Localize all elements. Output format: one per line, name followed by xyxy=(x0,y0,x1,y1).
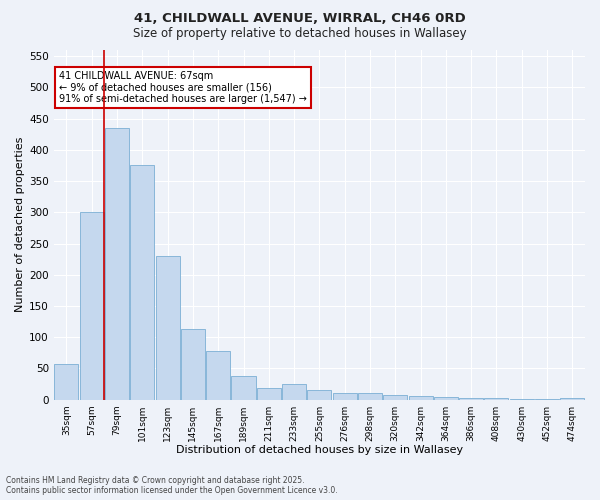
Bar xyxy=(332,394,357,400)
X-axis label: Distribution of detached houses by size in Wallasey: Distribution of detached houses by size … xyxy=(176,445,463,455)
Bar xyxy=(130,166,154,400)
Bar xyxy=(181,329,205,400)
Y-axis label: Number of detached properties: Number of detached properties xyxy=(15,137,25,312)
Bar xyxy=(307,390,331,400)
Bar xyxy=(232,376,256,400)
Bar xyxy=(484,398,508,400)
Text: 41 CHILDWALL AVENUE: 67sqm
← 9% of detached houses are smaller (156)
91% of semi: 41 CHILDWALL AVENUE: 67sqm ← 9% of detac… xyxy=(59,71,307,104)
Bar xyxy=(55,364,79,400)
Bar xyxy=(257,388,281,400)
Bar xyxy=(206,351,230,400)
Bar xyxy=(409,396,433,400)
Bar xyxy=(560,398,584,400)
Bar xyxy=(282,384,306,400)
Bar xyxy=(434,397,458,400)
Bar xyxy=(155,256,179,400)
Text: Size of property relative to detached houses in Wallasey: Size of property relative to detached ho… xyxy=(133,28,467,40)
Bar xyxy=(459,398,483,400)
Bar xyxy=(383,394,407,400)
Bar xyxy=(80,212,104,400)
Text: Contains HM Land Registry data © Crown copyright and database right 2025.
Contai: Contains HM Land Registry data © Crown c… xyxy=(6,476,338,495)
Bar xyxy=(535,399,559,400)
Bar xyxy=(510,399,534,400)
Text: 41, CHILDWALL AVENUE, WIRRAL, CH46 0RD: 41, CHILDWALL AVENUE, WIRRAL, CH46 0RD xyxy=(134,12,466,26)
Bar xyxy=(358,394,382,400)
Bar xyxy=(105,128,129,400)
